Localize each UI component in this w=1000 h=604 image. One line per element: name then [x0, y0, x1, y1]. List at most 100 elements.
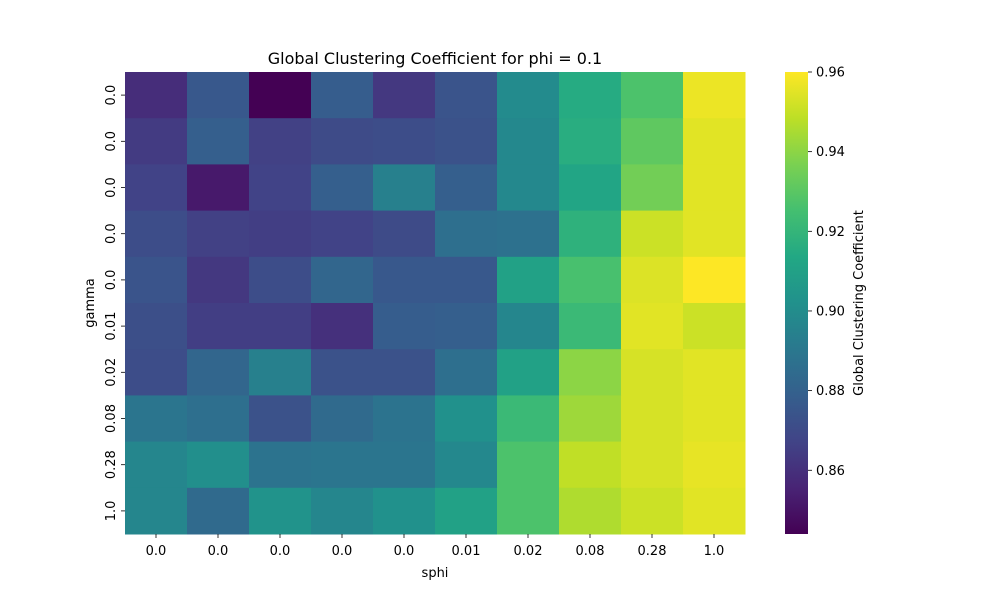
heatmap-cell	[311, 118, 374, 165]
heatmap-cell	[249, 118, 312, 165]
heatmap-cell	[125, 395, 188, 443]
heatmap-cell	[621, 395, 684, 443]
heatmap-cell	[683, 72, 746, 119]
heatmap-cell	[125, 349, 188, 396]
heatmap-cell	[125, 303, 188, 350]
colorbar-ticks: 0.86 0.88 0.90 0.92 0.94 0.96	[808, 66, 845, 479]
heatmap-cell	[559, 487, 622, 535]
x-tick-label: 0.28	[638, 544, 667, 559]
heatmap-cell	[497, 72, 560, 119]
heatmap-cell	[187, 487, 250, 535]
heatmap-cell	[497, 164, 560, 212]
x-tick-label: 0.0	[208, 544, 229, 559]
heatmap-cell	[373, 395, 436, 443]
heatmap-cell	[373, 487, 436, 535]
heatmap-cell	[249, 303, 312, 350]
heatmap-cell	[497, 441, 560, 489]
x-tick-label: 0.0	[394, 544, 415, 559]
heatmap-cell	[249, 441, 312, 489]
colorbar-tick-label: 0.86	[816, 464, 845, 479]
x-tick-label: 1.0	[704, 544, 725, 559]
heatmap-cell	[683, 118, 746, 165]
y-tick-label: 0.08	[104, 404, 119, 433]
heatmap-cell	[311, 72, 374, 119]
x-tick-labels: 0.0 0.0 0.0 0.0 0.0 0.01 0.02 0.08 0.28 1.0	[146, 534, 725, 559]
x-tick-label: 0.0	[146, 544, 167, 559]
heatmap-cell	[497, 487, 560, 535]
heatmap-cell	[683, 210, 746, 258]
heatmap-cell	[497, 210, 560, 258]
heatmap-cell	[187, 256, 250, 304]
colorbar-tick-label: 0.96	[816, 66, 845, 81]
heatmap-cell	[683, 395, 746, 443]
heatmap-cell	[559, 72, 622, 119]
colorbar-tick-label: 0.88	[816, 384, 845, 399]
heatmap-cell	[621, 256, 684, 304]
heatmap-cell	[125, 441, 188, 489]
heatmap-cell	[373, 303, 436, 350]
x-tick-label: 0.0	[332, 544, 353, 559]
heatmap-cell	[435, 256, 498, 304]
heatmap-cell	[187, 303, 250, 350]
heatmap-cell	[249, 256, 312, 304]
heatmap-cell	[373, 118, 436, 165]
heatmap-cell	[435, 72, 498, 119]
y-tick-label: 0.0	[104, 131, 119, 152]
heatmap-cell	[683, 256, 746, 304]
heatmap-cell	[125, 164, 188, 212]
colorbar-label: Global Clustering Coefficient	[852, 210, 867, 396]
x-tick-label: 0.0	[270, 544, 291, 559]
heatmap-cell	[621, 72, 684, 119]
heatmap-cell	[373, 349, 436, 396]
heatmap-cell	[621, 487, 684, 535]
colorbar-tick-label: 0.92	[816, 225, 845, 240]
colorbar	[785, 72, 808, 534]
heatmap-cell	[497, 256, 560, 304]
colorbar-tick-label: 0.90	[816, 304, 845, 319]
heatmap-cell	[621, 164, 684, 212]
heatmap-cell	[683, 349, 746, 396]
chart-title: Global Clustering Coefficient for phi = …	[268, 49, 602, 68]
heatmap-cell	[373, 164, 436, 212]
heatmap-cell	[621, 118, 684, 165]
heatmap-cell	[559, 441, 622, 489]
y-tick-label: 0.01	[104, 312, 119, 341]
heatmap-cell	[373, 210, 436, 258]
heatmap-cell	[125, 256, 188, 304]
heatmap-cell	[187, 118, 250, 165]
heatmap-cell	[311, 441, 374, 489]
heatmap-cell	[621, 349, 684, 396]
y-tick-labels: 0.0 0.0 0.0 0.0 0.0 0.01 0.02 0.08 0.28 1.0	[104, 85, 125, 521]
heatmap-cell	[249, 487, 312, 535]
colorbar-tick-label: 0.94	[816, 145, 845, 160]
heatmap-cell	[187, 349, 250, 396]
x-tick-label: 0.01	[452, 544, 481, 559]
heatmap-cell	[311, 210, 374, 258]
heatmap-cell	[435, 210, 498, 258]
y-axis-label: gamma	[83, 278, 98, 328]
heatmap-cell	[311, 487, 374, 535]
heatmap-cell	[559, 164, 622, 212]
heatmap-cell	[187, 164, 250, 212]
heatmap-cell	[435, 441, 498, 489]
heatmap-cell	[435, 395, 498, 443]
heatmap-cell	[249, 164, 312, 212]
heatmap-cell	[187, 441, 250, 489]
heatmap-cells	[125, 72, 746, 535]
heatmap-cell	[311, 349, 374, 396]
heatmap-cell	[683, 441, 746, 489]
heatmap-cell	[187, 72, 250, 119]
heatmap-cell	[497, 349, 560, 396]
y-tick-label: 0.02	[104, 358, 119, 387]
heatmap-cell	[497, 303, 560, 350]
x-tick-label: 0.08	[576, 544, 605, 559]
heatmap-cell	[125, 72, 188, 119]
heatmap-cell	[435, 487, 498, 535]
heatmap-cell	[559, 303, 622, 350]
heatmap-cell	[559, 349, 622, 396]
heatmap-cell	[435, 303, 498, 350]
heatmap-cell	[373, 441, 436, 489]
heatmap-cell	[559, 256, 622, 304]
heatmap-cell	[559, 395, 622, 443]
